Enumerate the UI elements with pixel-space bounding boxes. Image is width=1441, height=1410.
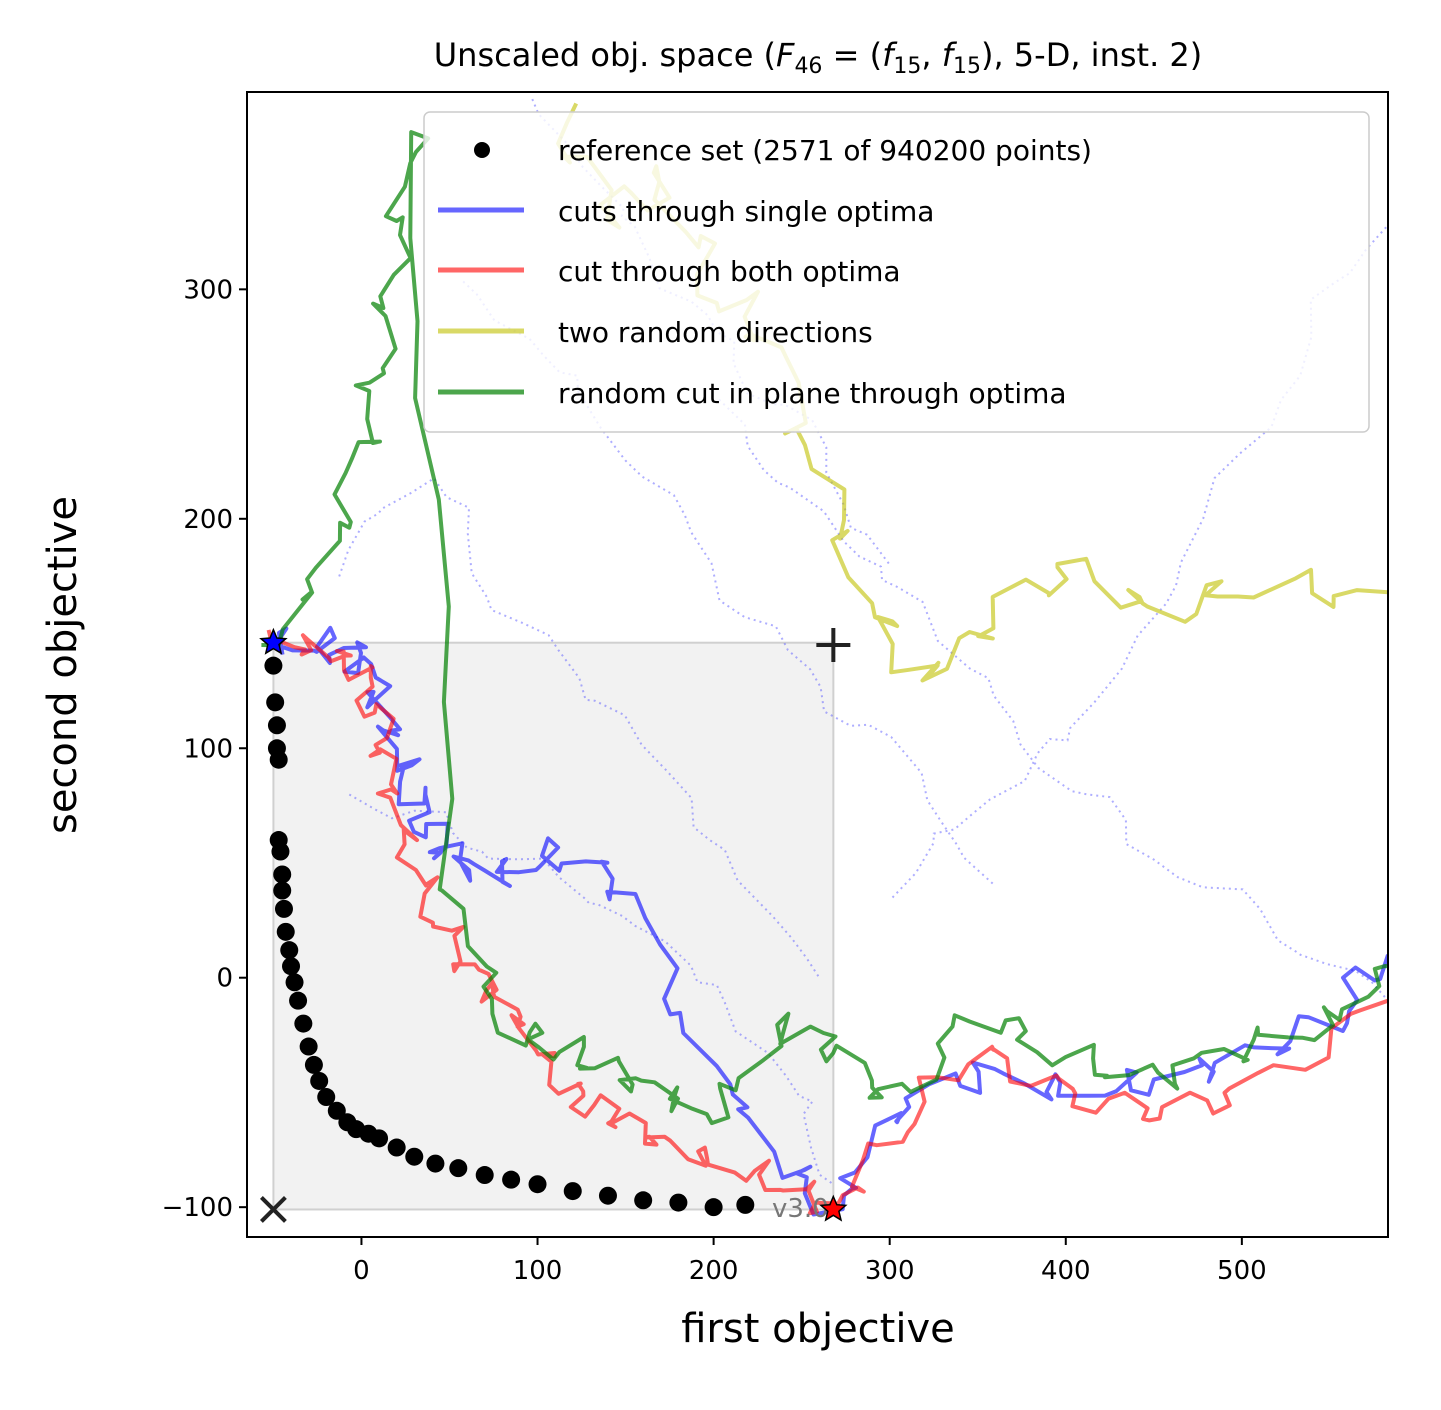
reference-point [280,941,299,960]
legend-label-both: cut through both optima [558,255,901,288]
reference-point [736,1195,755,1214]
reference-point [273,865,292,884]
reference-point [269,750,288,769]
reference-point [282,957,301,976]
ideal-point-marker [259,1196,287,1223]
axis-ticks: 0 100 200 300 400 500 −100 0 100 200 300 [162,275,1267,1286]
reference-point [294,1014,313,1033]
reference-point [266,693,285,712]
y-tick-label: 200 [183,505,233,535]
dominated-region-shade [272,641,835,1211]
legend-entry-reference: reference set (2571 of 940200 points) [474,134,1092,167]
legend-label-plane: random cut in plane through optima [558,377,1067,410]
series-both-optima-line [266,629,1388,1216]
reference-point [370,1129,389,1148]
reference-point [669,1193,688,1212]
y-tick-label: 100 [183,734,233,764]
optimum-f1-star [259,627,288,655]
reference-point [299,1037,318,1056]
reference-point [274,899,293,918]
legend-marker-reference [474,142,490,158]
reference-point [317,1088,336,1107]
reference-point [310,1071,329,1090]
y-tick-label: 300 [183,275,233,305]
reference-point [405,1147,424,1166]
legend-entry-both: cut through both optima [438,255,901,288]
reference-point [276,922,295,941]
legend-box [423,111,1370,433]
x-axis-title: first objective [681,1306,955,1352]
x-tick-label: 400 [1041,1256,1091,1286]
legend-entry-plane: random cut in plane through optima [438,377,1067,410]
x-tick-label: 0 [353,1256,370,1286]
optimum-f2-star [819,1194,848,1222]
series-plane-cut-line [261,130,1388,1126]
dotted-path-5 [531,98,891,566]
version-label: v3.0 [772,1194,829,1224]
legend-label-random: two random directions [558,316,873,349]
dotted-path-0 [338,476,821,979]
reference-point [387,1138,406,1157]
reference-point [327,1101,346,1120]
plot-area [261,98,1388,1217]
reference-point [528,1175,547,1194]
x-tick-label: 200 [689,1256,739,1286]
x-tick-label: 500 [1217,1256,1267,1286]
y-axis-title: second objective [40,496,86,834]
nadir-point-marker [816,627,851,662]
reference-point [475,1166,494,1185]
reference-point [304,1055,323,1074]
y-tick-label: −100 [162,1193,233,1223]
reference-point [502,1170,521,1189]
reference-point [271,842,290,861]
legend-label-single: cuts through single optima [558,195,934,228]
reference-point [264,656,283,675]
legend-entry-single: cuts through single optima [438,195,934,228]
x-tick-label: 100 [513,1256,563,1286]
reference-point [634,1191,653,1210]
chart-title: Unscaled obj. space (F46 = (f15, f15), 5… [434,36,1203,79]
legend-entry-random: two random directions [438,316,873,349]
reference-point [273,881,292,900]
legend-label-reference: reference set (2571 of 940200 points) [558,134,1092,167]
reference-point [563,1182,582,1201]
reference-point [704,1198,723,1217]
axes-frame [246,91,1389,1238]
reference-point [267,716,286,735]
reference-point [598,1186,617,1205]
x-tick-label: 300 [865,1256,915,1286]
y-tick-label: 0 [216,964,233,994]
reference-point [285,973,304,992]
legend: reference set (2571 of 940200 points) cu… [423,111,1370,433]
reference-point [426,1154,445,1173]
dotted-path-3 [348,793,834,1186]
reference-point [449,1159,468,1178]
dotted-path-2 [718,398,1388,1002]
reference-point [289,991,308,1010]
